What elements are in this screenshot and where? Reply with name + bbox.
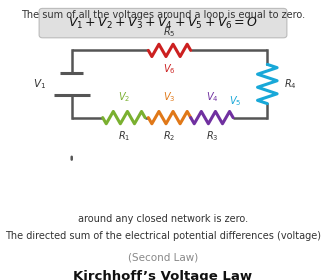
Text: $V_2$: $V_2$ [118, 90, 130, 104]
Text: The directed sum of the electrical potential differences (voltage): The directed sum of the electrical poten… [5, 231, 321, 241]
Text: $R_5$: $R_5$ [163, 25, 176, 39]
Text: $V_4$: $V_4$ [206, 90, 218, 104]
Text: $V_6$: $V_6$ [163, 62, 176, 76]
Text: Kirchhoff’s Voltage Law: Kirchhoff’s Voltage Law [73, 270, 253, 280]
Text: $V_1$: $V_1$ [33, 77, 46, 91]
Text: $R_2$: $R_2$ [163, 129, 176, 143]
Text: around any closed network is zero.: around any closed network is zero. [78, 214, 248, 224]
Text: $V_3$: $V_3$ [163, 90, 176, 104]
Text: (Second Law): (Second Law) [128, 252, 198, 262]
Text: $R_1$: $R_1$ [118, 129, 130, 143]
Text: $V_5$: $V_5$ [229, 94, 241, 108]
Text: $R_4$: $R_4$ [284, 77, 297, 91]
Text: $V_1 + V_2 + V_3 + V_4 + V_5 + V_6 = O$: $V_1 + V_2 + V_3 + V_4 + V_5 + V_6 = O$ [68, 16, 258, 31]
Text: The sum of all the voltages around a loop is equal to zero.: The sum of all the voltages around a loo… [21, 10, 305, 20]
FancyBboxPatch shape [39, 8, 287, 38]
Text: $R_3$: $R_3$ [206, 129, 218, 143]
